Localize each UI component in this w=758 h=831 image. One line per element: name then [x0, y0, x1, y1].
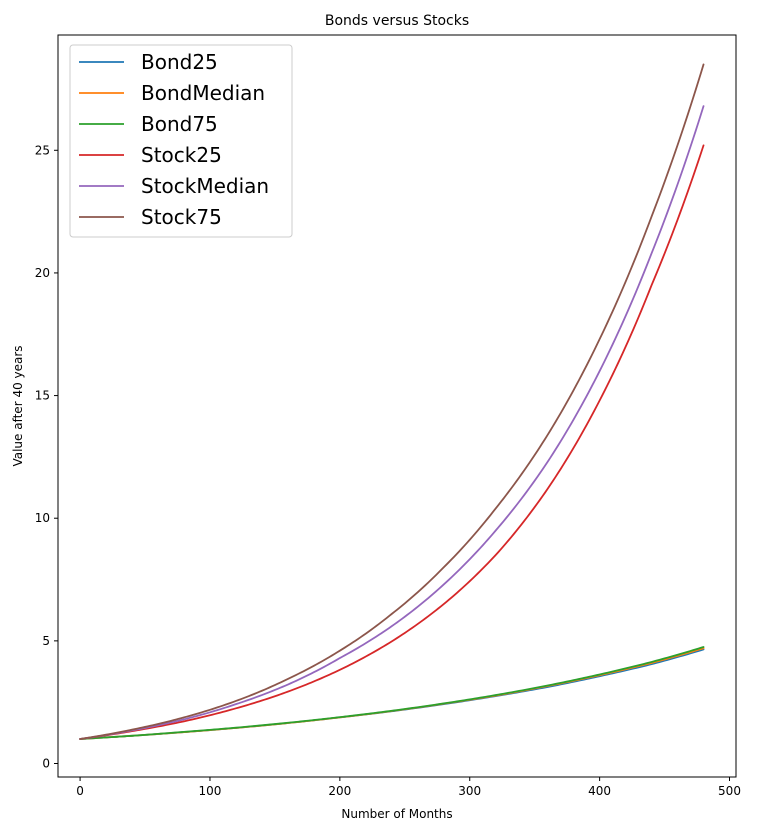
plot-border [57, 34, 737, 778]
y-tick-label: 15 [35, 389, 50, 403]
x-tick-label: 100 [199, 784, 222, 798]
chart-title: Bonds versus Stocks [325, 13, 469, 29]
legend: Bond25 BondMedian Bond75 Stock25 StockMedian… [69, 44, 293, 238]
x-tick-label: 400 [588, 784, 611, 798]
y-tick-label: 0 [42, 757, 50, 771]
legend-label: Stock25 [141, 143, 222, 167]
series-line-stock75 [79, 63, 705, 740]
series-line-bond75 [79, 646, 705, 740]
legend-label: Bond75 [141, 112, 218, 136]
series-line-stockmedian [79, 105, 705, 740]
y-tick-label: 25 [35, 143, 50, 157]
y-tick-label: 5 [42, 634, 50, 648]
y-axis-label: Value after 40 years [11, 345, 25, 466]
legend-label: StockMedian [141, 174, 269, 198]
series-layer [79, 63, 705, 740]
legend-box [69, 44, 293, 238]
y-axis: 0 5 10 15 20 25 [35, 143, 58, 771]
x-tick-label: 0 [76, 784, 84, 798]
legend-label: Bond25 [141, 50, 218, 74]
x-tick-label: 300 [458, 784, 481, 798]
x-tick-label: 500 [718, 784, 741, 798]
x-axis-label: Number of Months [341, 807, 452, 821]
legend-label: BondMedian [141, 81, 265, 105]
x-axis: 0 100 200 300 400 500 [76, 777, 741, 798]
y-tick-label: 20 [35, 266, 50, 280]
y-tick-label: 10 [35, 511, 50, 525]
x-tick-label: 200 [328, 784, 351, 798]
series-line-stock25 [79, 144, 705, 740]
legend-label: Stock75 [141, 205, 222, 229]
